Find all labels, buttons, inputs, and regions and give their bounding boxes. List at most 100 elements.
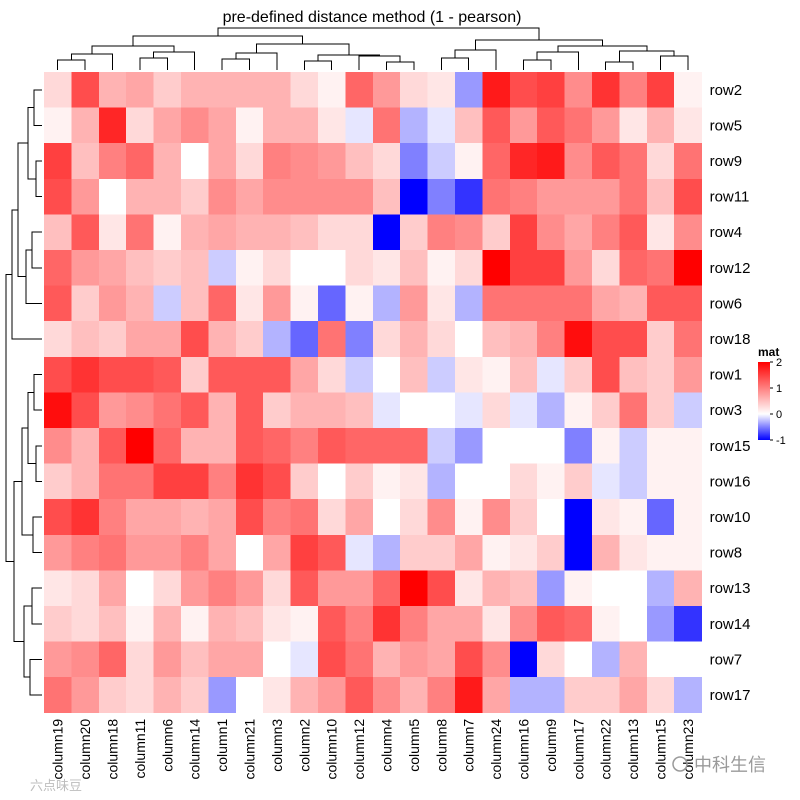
heatmap-cell-row5-column15 (646, 107, 675, 144)
heatmap-cell-row3-column24 (482, 392, 511, 429)
heatmap-cell-row15-column19 (44, 428, 72, 464)
heatmap-cell-row15-column8 (427, 428, 456, 464)
heatmap-cell-row11-column17 (564, 178, 593, 215)
watermark-left-text: 六点味豆 (30, 778, 82, 793)
column-label-column3: column3 (269, 719, 285, 772)
heatmap-cell-row1-column1 (208, 356, 237, 393)
heatmap-cell-row2-column4 (372, 72, 401, 108)
column-label-column13: column13 (625, 719, 641, 780)
heatmap-cell-row1-column23 (674, 356, 702, 393)
heatmap-cell-row4-column18 (98, 214, 127, 251)
dendrogram-branch (523, 59, 552, 70)
heatmap-cell-row8-column21 (235, 534, 264, 571)
heatmap-cell-row6-column17 (564, 285, 593, 322)
heatmap-cell-row9-column24 (482, 143, 511, 180)
heatmap-cell-row13-column16 (509, 570, 538, 607)
heatmap-cell-row5-column20 (71, 107, 100, 144)
heatmap-cell-row18-column9 (537, 321, 565, 358)
heatmap-cell-row17-column5 (400, 677, 428, 714)
heatmap-cell-row12-column1 (208, 250, 237, 286)
heatmap-cell-row2-column5 (400, 72, 428, 108)
heatmap-cell-row15-column12 (345, 428, 374, 464)
heatmap-cell-row7-column1 (208, 641, 237, 678)
heatmap-cell-row14-column6 (153, 606, 182, 642)
heatmap-cell-row11-column16 (509, 178, 538, 215)
heatmap-cell-row11-column21 (235, 178, 264, 215)
heatmap-cell-row16-column1 (208, 463, 237, 500)
heatmap-cell-row6-column6 (153, 285, 182, 322)
heatmap-cell-row13-column1 (208, 570, 237, 607)
heatmap-cell-row7-column7 (455, 641, 483, 678)
dendrogram-branch (11, 209, 42, 340)
heatmap-cell-row4-column23 (674, 214, 702, 251)
heatmap-cell-row10-column18 (98, 499, 127, 536)
row-label-row13: row13 (710, 580, 751, 597)
dendrogram-branch (91, 45, 175, 54)
heatmap-cell-row11-column2 (290, 178, 319, 215)
heatmap-cell-row13-column17 (564, 570, 593, 607)
heatmap-cell-row5-column14 (181, 107, 209, 144)
heatmap-cell-row16-column7 (455, 463, 483, 500)
heatmap-cell-row8-column20 (71, 534, 100, 571)
heatmap-cell-row5-column4 (372, 107, 401, 144)
heatmap-cell-row4-column14 (181, 214, 209, 251)
heatmap-cell-row5-column8 (427, 107, 456, 144)
heatmap-cell-row4-column6 (153, 214, 182, 251)
heatmap-cell-row18-column23 (674, 321, 702, 358)
heatmap-cell-row10-column8 (427, 499, 456, 536)
heatmap-cell-row12-column15 (646, 250, 675, 286)
heatmap-cell-row5-column21 (235, 107, 264, 144)
heatmap-cell-row14-column21 (235, 606, 264, 642)
heatmap-cell-row4-column16 (509, 214, 538, 251)
heatmap-cell-row2-column6 (153, 72, 182, 108)
heatmap-cell-row9-column2 (290, 143, 319, 180)
heatmap-cell-row7-column23 (674, 641, 702, 678)
heatmap-cell-row11-column13 (619, 178, 648, 215)
heatmap-cell-row10-column20 (71, 499, 100, 536)
row-dendrogram (5, 89, 42, 696)
heatmap-cell-row6-column20 (71, 285, 100, 322)
heatmap-cell-row13-column12 (345, 570, 374, 607)
heatmap-cell-row12-column18 (98, 250, 127, 286)
row-label-row17: row17 (710, 687, 751, 704)
dendrogram-branch (27, 107, 36, 180)
heatmap-cell-row4-column4 (372, 214, 401, 251)
heatmap-cell-row13-column15 (646, 570, 675, 607)
heatmap-cell-row15-column9 (537, 428, 565, 464)
heatmap-cell-row7-column9 (537, 641, 565, 678)
heatmap-cell-row9-column18 (98, 143, 127, 180)
heatmap-cell-row6-column10 (318, 285, 346, 322)
heatmap-cell-row7-column14 (181, 641, 209, 678)
heatmap-cell-row12-column24 (482, 250, 511, 286)
dendrogram-branch (235, 52, 278, 70)
heatmap-cell-row18-column19 (44, 321, 72, 358)
heatmap-cell-row4-column2 (290, 214, 319, 251)
heatmap-cell-row15-column24 (482, 428, 511, 464)
heatmap-cell-row13-column19 (44, 570, 72, 607)
heatmap-cell-row9-column8 (427, 143, 456, 180)
heatmap-cell-row16-column22 (592, 463, 620, 500)
heatmap-cell-row2-column18 (98, 72, 127, 108)
heatmap-cell-row14-column7 (455, 606, 483, 642)
heatmap-cell-row2-column7 (455, 72, 483, 108)
heatmap-cell-row9-column22 (592, 143, 620, 180)
heatmap-cell-row18-column6 (153, 321, 182, 358)
heatmap-cell-row12-column9 (537, 250, 565, 286)
heatmap-cell-row4-column11 (126, 214, 154, 251)
heatmap-cell-row12-column23 (674, 250, 702, 286)
dendrogram-branch (31, 587, 42, 625)
heatmap-cell-row6-column4 (372, 285, 401, 322)
heatmap-cell-row14-column24 (482, 606, 511, 642)
heatmap-cell-row13-column3 (263, 570, 291, 607)
heatmap-cell-row18-column16 (509, 321, 538, 358)
heatmap-cell-row12-column20 (71, 250, 100, 286)
heatmap-cell-row2-column20 (71, 72, 100, 108)
heatmap-cell-row12-column2 (290, 250, 319, 286)
heatmap-cell-row11-column4 (372, 178, 401, 215)
heatmap-cell-row10-column1 (208, 499, 237, 536)
heatmap-cell-row4-column22 (592, 214, 620, 251)
heatmap-cell-row13-column13 (619, 570, 648, 607)
heatmap-cell-row7-column5 (400, 641, 428, 678)
heatmap-cell-row5-column22 (592, 107, 620, 144)
